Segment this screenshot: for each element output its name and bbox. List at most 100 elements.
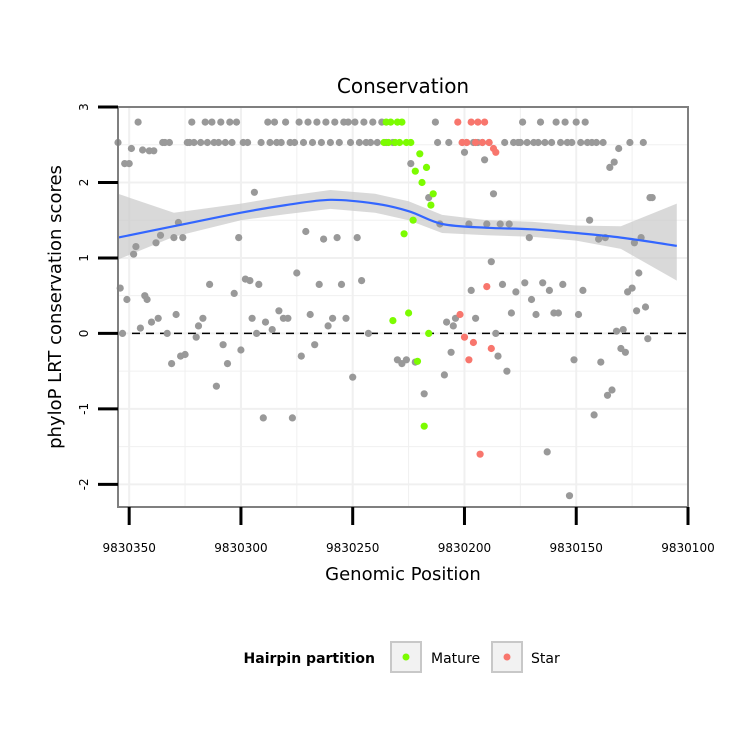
point-other — [261, 318, 270, 326]
point-other — [147, 318, 156, 326]
point-other — [590, 411, 598, 419]
point-other — [570, 356, 578, 364]
point-other — [612, 327, 621, 335]
plot-background — [118, 107, 688, 507]
point-other — [244, 138, 252, 147]
point-other — [489, 190, 498, 198]
point-other — [445, 138, 453, 147]
point-star — [467, 118, 475, 126]
point-other — [190, 138, 198, 147]
point-other — [492, 329, 500, 337]
legend-label-star: Star — [531, 651, 560, 667]
point-other — [641, 303, 650, 311]
point-other — [197, 138, 205, 147]
point-other — [228, 138, 236, 147]
point-other — [431, 118, 439, 126]
point-other — [331, 118, 339, 126]
legend-point-mature — [402, 653, 410, 661]
point-other — [503, 367, 511, 375]
point-other — [259, 414, 267, 422]
point-other — [358, 277, 366, 285]
point-star — [474, 118, 482, 126]
x-tick-label: 9830100 — [661, 541, 714, 555]
point-other — [527, 295, 536, 304]
point-other — [351, 118, 359, 126]
point-other — [536, 118, 545, 126]
point-other — [434, 138, 442, 147]
point-other — [626, 138, 634, 147]
point-other — [311, 341, 319, 349]
point-other — [170, 234, 178, 242]
point-other — [360, 118, 368, 126]
point-other — [337, 280, 346, 288]
point-other — [521, 279, 529, 287]
point-other — [315, 280, 323, 288]
point-other — [443, 318, 451, 326]
point-other — [512, 288, 520, 296]
point-other — [152, 239, 160, 247]
point-other — [507, 309, 515, 317]
point-other — [212, 382, 220, 390]
point-other — [619, 326, 627, 334]
point-other — [270, 118, 279, 126]
point-mature — [429, 190, 437, 198]
point-other — [519, 118, 527, 126]
point-other — [179, 234, 187, 242]
point-other — [268, 326, 276, 334]
point-other — [615, 144, 623, 153]
point-star — [476, 450, 484, 458]
point-other — [293, 269, 301, 277]
point-other — [633, 307, 641, 315]
point-other — [342, 314, 350, 322]
confidence-band — [118, 190, 677, 281]
point-other — [355, 138, 363, 147]
point-other — [217, 118, 225, 126]
point-other — [223, 360, 232, 368]
point-other — [199, 314, 207, 322]
point-other — [543, 448, 551, 456]
point-other — [246, 277, 254, 285]
point-other — [487, 258, 495, 266]
point-other — [172, 310, 180, 319]
point-other — [554, 309, 563, 317]
point-other — [505, 220, 513, 228]
point-other — [460, 148, 469, 156]
point-other — [150, 147, 158, 155]
point-other — [349, 373, 357, 381]
point-other — [333, 234, 341, 242]
point-star — [472, 138, 480, 147]
point-other — [367, 138, 375, 147]
point-other — [288, 414, 296, 422]
point-other — [127, 144, 135, 153]
point-other — [192, 333, 200, 341]
point-other — [608, 386, 616, 394]
point-other — [326, 138, 334, 147]
point-other — [648, 194, 656, 202]
point-other — [449, 322, 457, 330]
point-other — [295, 118, 303, 126]
point-other — [621, 348, 630, 356]
point-other — [266, 138, 274, 147]
data-points — [114, 118, 656, 500]
point-other — [302, 227, 310, 236]
point-other — [130, 250, 138, 258]
point-mature — [398, 118, 406, 126]
point-other — [481, 156, 489, 164]
point-other — [156, 231, 165, 239]
smooth-fit-layer — [117, 198, 677, 247]
point-star — [485, 138, 493, 147]
point-other — [329, 314, 337, 322]
point-other — [134, 118, 142, 126]
point-other — [322, 118, 330, 126]
point-other — [320, 235, 328, 243]
point-other — [136, 324, 144, 332]
point-other — [541, 138, 549, 147]
point-mature — [409, 216, 417, 224]
point-other — [194, 322, 203, 330]
legend-point-star — [503, 653, 511, 661]
point-other — [496, 220, 504, 228]
point-mature — [425, 329, 433, 337]
point-mature — [396, 138, 404, 147]
point-other — [226, 118, 234, 126]
